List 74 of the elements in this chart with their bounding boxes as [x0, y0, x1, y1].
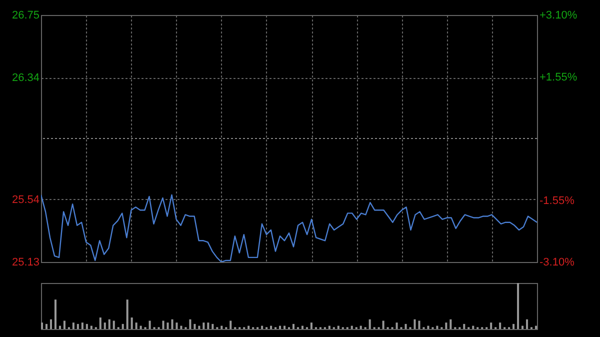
bar	[230, 320, 232, 329]
bar	[337, 326, 340, 329]
bar	[404, 324, 407, 329]
bar	[171, 319, 174, 329]
y2-tick-label: -3.10%	[540, 256, 575, 268]
bar	[472, 326, 474, 329]
bar	[41, 322, 44, 329]
bar	[58, 326, 61, 329]
bar	[427, 326, 430, 329]
bar	[270, 326, 272, 329]
bar	[162, 320, 164, 329]
bar	[189, 319, 192, 329]
bar	[512, 324, 515, 329]
bar	[328, 326, 330, 329]
bar	[212, 324, 214, 329]
bar	[301, 326, 304, 329]
bar	[63, 320, 66, 329]
bar	[360, 326, 362, 329]
bar	[104, 322, 106, 329]
bar	[220, 326, 223, 329]
bar	[436, 326, 438, 329]
y-tick-label: 26.34	[12, 72, 40, 84]
bar	[368, 319, 371, 329]
bar	[198, 326, 200, 329]
bar	[194, 324, 196, 329]
y-tick-label: 25.54	[12, 194, 40, 206]
bar	[126, 300, 128, 329]
bar	[418, 320, 420, 329]
bar	[310, 322, 312, 329]
bar	[350, 326, 353, 329]
bar	[450, 319, 452, 329]
y2-tick-label: +1.55%	[540, 71, 578, 84]
bar	[279, 326, 282, 329]
bar	[130, 318, 133, 329]
bar	[445, 322, 448, 329]
bar	[396, 322, 398, 329]
bar	[176, 322, 178, 329]
bar	[108, 319, 110, 329]
bar	[99, 318, 102, 329]
bar	[248, 326, 250, 329]
bar	[202, 322, 205, 329]
bar	[76, 324, 79, 329]
bar	[207, 322, 210, 329]
bar	[522, 326, 524, 329]
y2-tick-label: -1.55%	[540, 194, 575, 207]
bar	[140, 326, 142, 329]
bar	[517, 283, 520, 329]
bar	[534, 326, 537, 329]
bar	[261, 326, 264, 329]
bar	[414, 319, 416, 329]
bar	[50, 319, 52, 329]
y-tick-label: 25.13	[12, 256, 40, 268]
bar	[135, 322, 138, 329]
bar	[148, 320, 151, 329]
bar	[499, 322, 502, 329]
bar	[90, 326, 92, 329]
y2-tick-label: +3.10%	[540, 10, 578, 22]
bar	[112, 320, 115, 329]
bar	[54, 300, 56, 329]
bar	[180, 326, 182, 329]
bar	[526, 319, 528, 329]
bar	[382, 320, 384, 329]
bar	[292, 324, 294, 329]
bar	[81, 322, 84, 329]
bar	[490, 322, 492, 329]
bar	[86, 324, 88, 329]
line-series	[41, 194, 537, 262]
bar	[166, 322, 169, 329]
bar	[122, 324, 124, 329]
bar	[463, 324, 466, 329]
bar	[284, 326, 286, 329]
y-tick-label: 26.75	[12, 10, 40, 22]
bar	[45, 324, 48, 329]
bar	[72, 322, 74, 329]
